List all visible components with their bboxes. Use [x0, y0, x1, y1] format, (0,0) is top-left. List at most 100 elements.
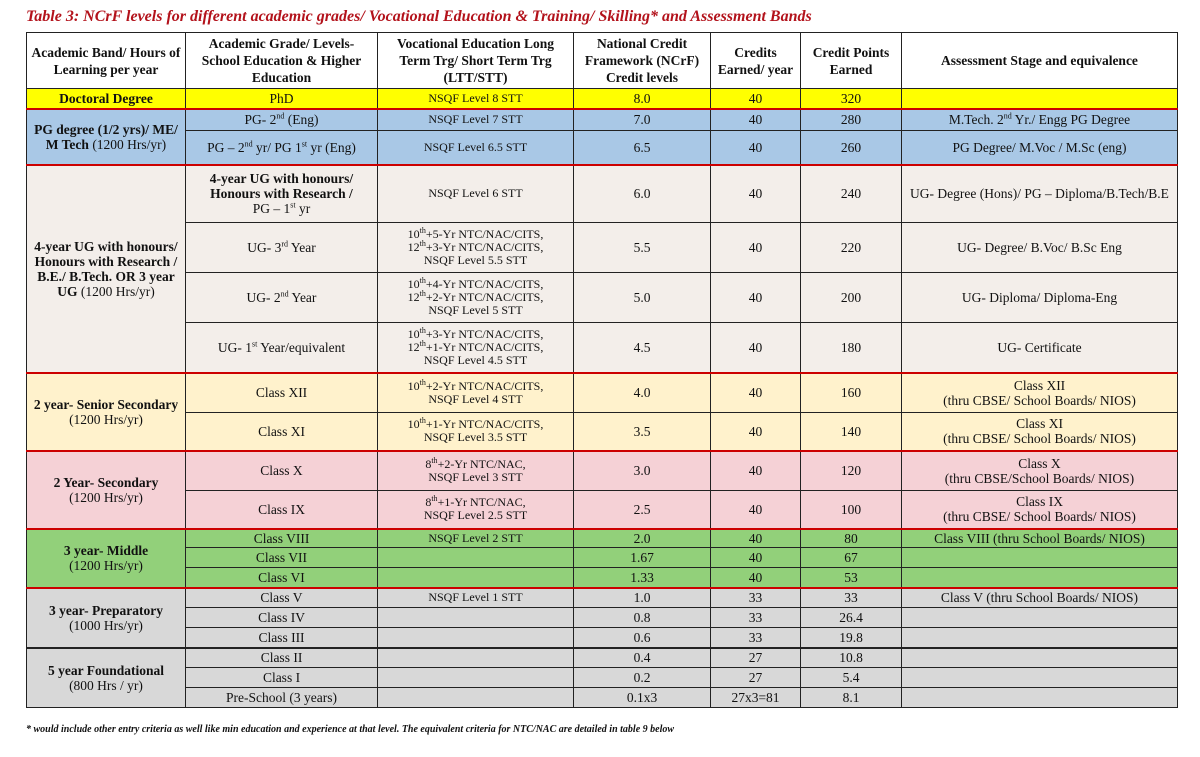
cell-ncrf: 0.8: [573, 607, 711, 628]
cell-credits: 40: [710, 108, 801, 131]
ncrf-table-container: Academic Band/ Hours of Learning per yea…: [26, 32, 1178, 708]
table-row: Doctoral Degree PhD NSQF Level 8 STT 8.0…: [26, 88, 1178, 110]
cell-credits: 40: [710, 130, 801, 166]
cell-points: 33: [800, 587, 902, 608]
cell-points: 320: [800, 88, 902, 110]
cell-grade: Class IX: [185, 490, 378, 530]
cell-ncrf: 2.5: [573, 490, 711, 530]
cell-grade: Class V: [185, 587, 378, 608]
table-row: PG degree (1/2 yrs)/ ME/ M Tech (1200 Hr…: [26, 108, 1178, 166]
band-doctoral: Doctoral Degree: [26, 88, 186, 110]
cell-credits: 40: [710, 164, 801, 223]
cell-ncrf: 1.0: [573, 587, 711, 608]
cell-ncrf: 0.6: [573, 627, 711, 649]
cell-voc: 10th+3-Yr NTC/NAC/CITS, 12th+1-Yr NTC/NAC…: [377, 322, 574, 374]
cell-voc: [377, 607, 574, 628]
cell-assess: Class X (thru CBSE/School Boards/ NIOS): [901, 450, 1178, 491]
cell-credits: 40: [710, 322, 801, 374]
footnote: * would include other entry criteria as …: [26, 724, 675, 735]
cell-ncrf: 1.33: [573, 567, 711, 589]
cell-ncrf: 0.4: [573, 647, 711, 668]
cell-points: 180: [800, 322, 902, 374]
cell-assess: UG- Diploma/ Diploma-Eng: [901, 272, 1178, 323]
table-row: Class III 0.6 33 19.8: [27, 627, 1178, 649]
cell-assess: UG- Degree/ B.Voc/ B.Sc Eng: [901, 222, 1178, 273]
cell-voc: NSQF Level 6.5 STT: [377, 130, 574, 166]
cell-voc: 10th+2-Yr NTC/NAC/CITS, NSQF Level 4 STT: [377, 372, 574, 413]
cell-points: 220: [800, 222, 902, 273]
cell-grade: PG – 2nd yr/ PG 1st yr (Eng): [185, 130, 378, 166]
cell-voc: 10th+5-Yr NTC/NAC/CITS, 12th+3-Yr NTC/NAC…: [377, 222, 574, 273]
cell-credits: 33: [710, 627, 801, 649]
cell-credits: 27: [710, 667, 801, 688]
cell-grade: Class XI: [185, 412, 378, 452]
cell-assess: [901, 567, 1178, 589]
cell-credits: 40: [710, 222, 801, 273]
cell-points: 240: [800, 164, 902, 223]
table-row: UG- 3rd Year 10th+5-Yr NTC/NAC/CITS, 12th…: [27, 222, 1178, 273]
cell-assess: [901, 627, 1178, 649]
cell-assess: Class VIII (thru School Boards/ NIOS): [901, 528, 1178, 548]
cell-points: 280: [800, 108, 902, 131]
table-row: Class IV 0.8 33 26.4: [27, 607, 1178, 628]
table-row: Class VII 1.67 40 67: [27, 547, 1178, 568]
cell-assess: Class XI (thru CBSE/ School Boards/ NIOS): [901, 412, 1178, 452]
cell-grade: Class X: [185, 450, 378, 491]
cell-credits: 40: [710, 88, 801, 110]
cell-voc: [377, 667, 574, 688]
table-row: UG- 2nd Year 10th+4-Yr NTC/NAC/CITS, 12th…: [27, 272, 1178, 323]
cell-grade: UG- 3rd Year: [185, 222, 378, 273]
band-middle: 3 year- Middle (1200 Hrs/yr): [26, 528, 186, 589]
cell-ncrf: 3.0: [573, 450, 711, 491]
cell-points: 120: [800, 450, 902, 491]
cell-voc: 8th+1-Yr NTC/NAC, NSQF Level 2.5 STT: [377, 490, 574, 530]
table-row: Class VI 1.33 40 53: [27, 567, 1178, 589]
band-ug: 4-year UG with honours/ Honours with Res…: [26, 164, 186, 374]
table-row: 2 year- Senior Secondary (1200 Hrs/yr) C…: [26, 372, 1178, 452]
cell-points: 5.4: [800, 667, 902, 688]
cell-credits: 33: [710, 587, 801, 608]
cell-ncrf: 8.0: [573, 88, 711, 110]
cell-points: 200: [800, 272, 902, 323]
cell-points: 10.8: [800, 647, 902, 668]
cell-ncrf: 6.0: [573, 164, 711, 223]
header-band: Academic Band/ Hours of Learning per yea…: [26, 32, 186, 89]
cell-credits: 40: [710, 528, 801, 548]
cell-voc: 8th+2-Yr NTC/NAC, NSQF Level 3 STT: [377, 450, 574, 491]
table-row: 4-year UG with honours/ Honours with Res…: [26, 164, 1178, 374]
cell-points: 67: [800, 547, 902, 568]
cell-assess: [901, 88, 1178, 110]
cell-grade: Class I: [185, 667, 378, 688]
cell-credits: 40: [710, 450, 801, 491]
cell-voc: NSQF Level 7 STT: [377, 108, 574, 131]
cell-credits: 33: [710, 607, 801, 628]
cell-grade: PhD: [185, 88, 378, 110]
cell-ncrf: 7.0: [573, 108, 711, 131]
cell-ncrf: 4.0: [573, 372, 711, 413]
cell-ncrf: 0.2: [573, 667, 711, 688]
cell-voc: [377, 627, 574, 649]
cell-assess: M.Tech. 2nd Yr./ Engg PG Degree: [901, 108, 1178, 131]
cell-assess: [901, 687, 1178, 708]
cell-grade: 4-year UG with honours/ Honours with Res…: [185, 164, 378, 223]
table-row: PG – 2nd yr/ PG 1st yr (Eng) NSQF Level …: [27, 130, 1178, 166]
cell-credits: 40: [710, 412, 801, 452]
cell-ncrf: 1.67: [573, 547, 711, 568]
cell-voc: [377, 567, 574, 589]
cell-grade: UG- 1st Year/equivalent: [185, 322, 378, 374]
cell-ncrf: 3.5: [573, 412, 711, 452]
table-row: Class IX 8th+1-Yr NTC/NAC, NSQF Level 2.5…: [27, 490, 1178, 530]
cell-voc: 10th+4-Yr NTC/NAC/CITS, 12th+2-Yr NTC/NAC…: [377, 272, 574, 323]
cell-assess: UG- Degree (Hons)/ PG – Diploma/B.Tech/B…: [901, 164, 1178, 223]
cell-grade: Class II: [185, 647, 378, 668]
cell-ncrf: 6.5: [573, 130, 711, 166]
cell-assess: Class XII (thru CBSE/ School Boards/ NIOS…: [901, 372, 1178, 413]
table-row: 3 year- Preparatory (1000 Hrs/yr) Class V…: [26, 587, 1178, 649]
cell-credits: 40: [710, 372, 801, 413]
cell-voc: 10th+1-Yr NTC/NAC/CITS, NSQF Level 3.5 ST…: [377, 412, 574, 452]
table-row: Class I 0.2 27 5.4: [27, 667, 1178, 688]
cell-grade: Class III: [185, 627, 378, 649]
cell-voc: [377, 687, 574, 708]
cell-grade: Class IV: [185, 607, 378, 628]
cell-points: 19.8: [800, 627, 902, 649]
